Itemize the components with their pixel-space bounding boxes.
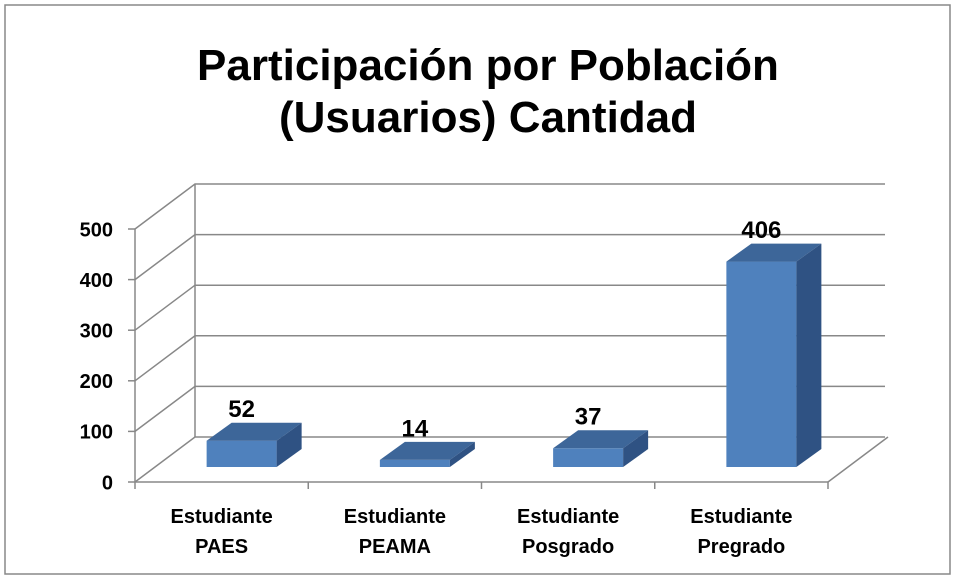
x-tick-label: Estudiante Pregrado	[690, 506, 793, 558]
bar-front	[379, 459, 450, 467]
grid-line	[134, 385, 885, 432]
grid-line	[134, 233, 885, 281]
y-tick-label: 0	[102, 472, 113, 494]
bar-top	[726, 243, 822, 262]
grid-line	[134, 436, 885, 483]
y-tick-label: 400	[80, 270, 113, 292]
bar-front	[206, 440, 277, 467]
x-tick-label: Estudiante PAES	[170, 506, 273, 558]
bar-side	[623, 430, 649, 467]
y-tick-label: 500	[80, 219, 113, 241]
bar-side	[796, 243, 822, 467]
y-tick-label: 100	[80, 422, 113, 444]
chart-title: Participación por Población (Usuarios) C…	[197, 41, 779, 142]
value-label: 406	[741, 217, 781, 244]
grid-line	[134, 183, 885, 230]
bar-front	[726, 261, 797, 467]
x-tick-label: Estudiante PEAMA	[343, 506, 446, 558]
value-label: 37	[575, 404, 602, 431]
y-tick-label: 200	[80, 371, 113, 393]
grid-line	[134, 335, 885, 382]
value-label: 14	[402, 415, 429, 442]
floor-right	[827, 436, 889, 483]
x-tick-label: Estudiante Posgrado	[517, 506, 620, 558]
value-label: 52	[228, 396, 255, 423]
y-tick-label: 300	[80, 320, 113, 342]
bar-top	[379, 441, 475, 460]
grid-line	[134, 284, 885, 331]
bar-top	[553, 430, 649, 449]
bar-side	[449, 441, 475, 467]
bar-side	[276, 422, 302, 467]
bar-top	[206, 422, 302, 441]
bar-front	[553, 448, 624, 467]
chart-frame	[4, 4, 951, 575]
